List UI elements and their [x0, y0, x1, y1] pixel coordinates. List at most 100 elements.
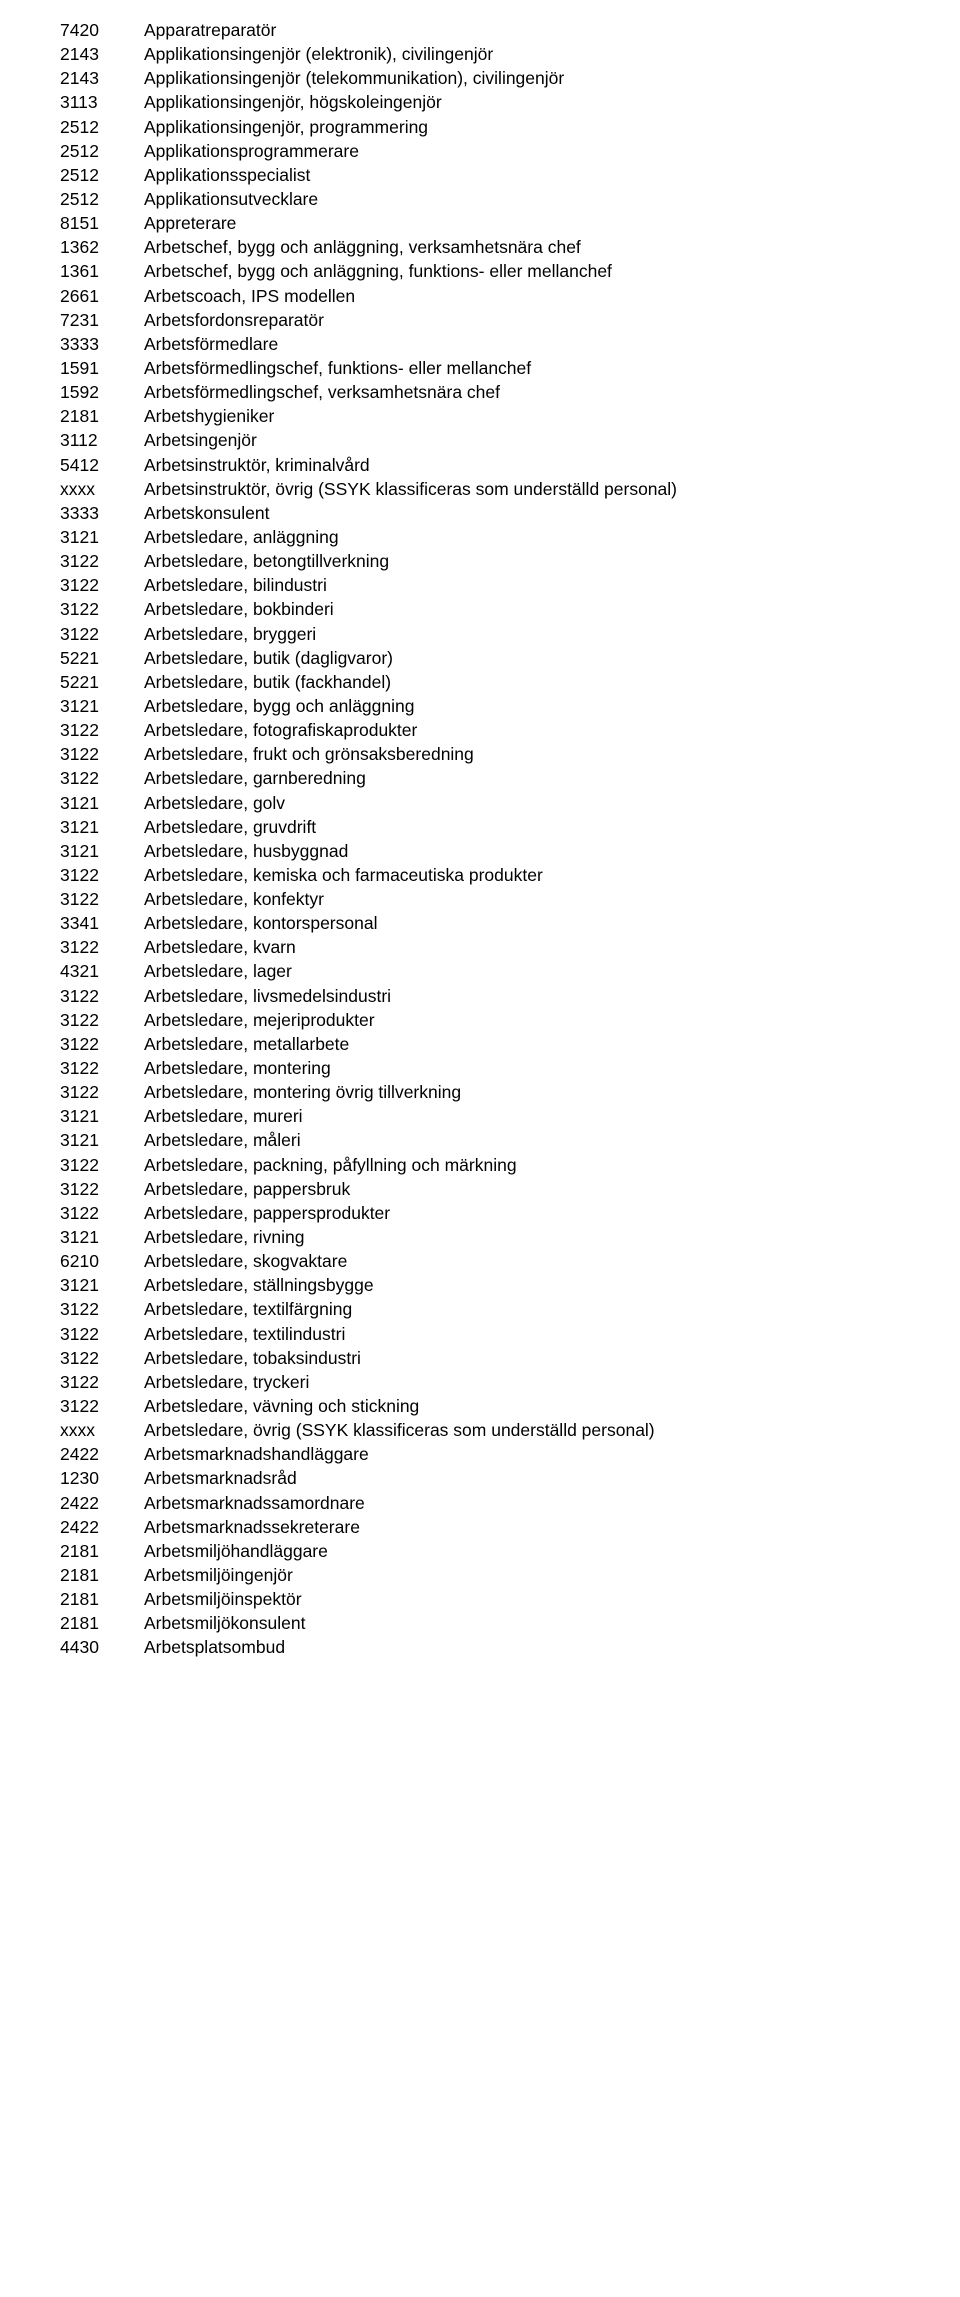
table-row: 3113Applikationsingenjör, högskoleingenj… — [60, 90, 960, 114]
occupation-title: Arbetsledare, metallarbete — [144, 1032, 960, 1056]
occupation-code: 3333 — [60, 332, 144, 356]
occupation-title: Applikationsingenjör (telekommunikation)… — [144, 66, 960, 90]
table-row: 3122Arbetsledare, fotografiskaprodukter — [60, 718, 960, 742]
occupation-code: 3122 — [60, 766, 144, 790]
occupation-code: 3341 — [60, 911, 144, 935]
occupation-code: 2512 — [60, 163, 144, 187]
occupation-code: 3121 — [60, 839, 144, 863]
occupation-title: Arbetsmarknadsråd — [144, 1466, 960, 1490]
occupation-title: Arbetsfordonsreparatör — [144, 308, 960, 332]
table-row: 3122Arbetsledare, metallarbete — [60, 1032, 960, 1056]
table-row: 2422Arbetsmarknadssamordnare — [60, 1491, 960, 1515]
occupation-code: 3122 — [60, 1056, 144, 1080]
occupation-title: Arbetsingenjör — [144, 428, 960, 452]
table-row: 1591Arbetsförmedlingschef, funktions- el… — [60, 356, 960, 380]
occupation-code: 3121 — [60, 1128, 144, 1152]
table-row: 2181Arbetsmiljöingenjör — [60, 1563, 960, 1587]
table-row: 6210Arbetsledare, skogvaktare — [60, 1249, 960, 1273]
occupation-code: 3122 — [60, 1201, 144, 1225]
table-row: 3122Arbetsledare, frukt och grönsaksbere… — [60, 742, 960, 766]
occupation-title: Arbetsledare, anläggning — [144, 525, 960, 549]
occupation-code: 3122 — [60, 1297, 144, 1321]
occupation-title: Arbetsledare, skogvaktare — [144, 1249, 960, 1273]
occupation-code: 1362 — [60, 235, 144, 259]
occupation-title: Applikationsutvecklare — [144, 187, 960, 211]
table-row: 3333Arbetskonsulent — [60, 501, 960, 525]
table-row: 3122Arbetsledare, montering övrig tillve… — [60, 1080, 960, 1104]
occupation-title: Arbetsledare, kvarn — [144, 935, 960, 959]
occupation-title: Applikationsprogrammerare — [144, 139, 960, 163]
table-row: 3122Arbetsledare, bryggeri — [60, 622, 960, 646]
occupation-title: Applikationsingenjör, högskoleingenjör — [144, 90, 960, 114]
occupation-code: 3121 — [60, 815, 144, 839]
occupation-title: Arbetsledare, garnberedning — [144, 766, 960, 790]
occupation-title: Arbetsledare, bilindustri — [144, 573, 960, 597]
occupation-title: Arbetsledare, mureri — [144, 1104, 960, 1128]
occupation-code: 2512 — [60, 115, 144, 139]
table-row: 2422Arbetsmarknadssekreterare — [60, 1515, 960, 1539]
table-row: 3122Arbetsledare, vävning och stickning — [60, 1394, 960, 1418]
table-row: 3122Arbetsledare, kemiska och farmaceuti… — [60, 863, 960, 887]
table-row: 2512Applikationsspecialist — [60, 163, 960, 187]
occupation-title: Arbetskonsulent — [144, 501, 960, 525]
occupation-code: 3121 — [60, 1225, 144, 1249]
occupation-code: 7231 — [60, 308, 144, 332]
occupation-title: Arbetsledare, butik (dagligvaror) — [144, 646, 960, 670]
occupation-code: 3122 — [60, 1394, 144, 1418]
occupation-title: Arbetsledare, ställningsbygge — [144, 1273, 960, 1297]
table-row: 3122Arbetsledare, konfektyr — [60, 887, 960, 911]
occupation-code: 5221 — [60, 646, 144, 670]
occupation-code: 2181 — [60, 1587, 144, 1611]
table-row: 3122Arbetsledare, tobaksindustri — [60, 1346, 960, 1370]
table-row: 2512Applikationsprogrammerare — [60, 139, 960, 163]
occupation-title: Arbetsledare, konfektyr — [144, 887, 960, 911]
occupation-code: 3122 — [60, 1322, 144, 1346]
table-row: xxxxArbetsledare, övrig (SSYK klassifice… — [60, 1418, 960, 1442]
table-row: 4430Arbetsplatsombud — [60, 1635, 960, 1659]
occupation-code: 3122 — [60, 887, 144, 911]
occupation-code: 3122 — [60, 742, 144, 766]
occupation-code: 3122 — [60, 1177, 144, 1201]
occupation-title: Arbetsplatsombud — [144, 1635, 960, 1659]
table-row: 3122Arbetsledare, textilfärgning — [60, 1297, 960, 1321]
occupation-title: Arbetsledare, vävning och stickning — [144, 1394, 960, 1418]
occupation-title: Arbetsledare, tryckeri — [144, 1370, 960, 1394]
occupation-code: 3121 — [60, 791, 144, 815]
occupation-title: Applikationsingenjör, programmering — [144, 115, 960, 139]
occupation-code: 3122 — [60, 1153, 144, 1177]
occupation-title: Arbetsledare, mejeriprodukter — [144, 1008, 960, 1032]
table-row: 2181Arbetsmiljöinspektör — [60, 1587, 960, 1611]
occupation-title: Apparatreparatör — [144, 18, 960, 42]
occupation-code: 4321 — [60, 959, 144, 983]
occupation-code: 1230 — [60, 1466, 144, 1490]
table-row: 2143Applikationsingenjör (telekommunikat… — [60, 66, 960, 90]
occupation-code: 2143 — [60, 66, 144, 90]
occupation-title: Arbetsförmedlingschef, verksamhetsnära c… — [144, 380, 960, 404]
occupation-title: Arbetsmiljöinspektör — [144, 1587, 960, 1611]
occupation-code: 3122 — [60, 597, 144, 621]
occupation-title: Arbetsmiljöhandläggare — [144, 1539, 960, 1563]
table-row: 3122Arbetsledare, mejeriprodukter — [60, 1008, 960, 1032]
table-row: 4321Arbetsledare, lager — [60, 959, 960, 983]
occupation-code: 7420 — [60, 18, 144, 42]
occupation-title: Arbetsmiljökonsulent — [144, 1611, 960, 1635]
table-row: 3122Arbetsledare, montering — [60, 1056, 960, 1080]
table-row: 3122Arbetsledare, garnberedning — [60, 766, 960, 790]
table-row: 2181Arbetsmiljöhandläggare — [60, 1539, 960, 1563]
occupation-code: 3122 — [60, 1080, 144, 1104]
occupation-title: Arbetsledare, pappersbruk — [144, 1177, 960, 1201]
occupation-code: 6210 — [60, 1249, 144, 1273]
table-row: 8151Appreterare — [60, 211, 960, 235]
occupation-title: Arbetsledare, lager — [144, 959, 960, 983]
occupation-code: 1361 — [60, 259, 144, 283]
occupation-code: 2512 — [60, 187, 144, 211]
table-row: 3122Arbetsledare, packning, påfyllning o… — [60, 1153, 960, 1177]
occupation-code: 2422 — [60, 1515, 144, 1539]
occupation-code: 3112 — [60, 428, 144, 452]
occupation-title: Arbetsledare, pappersprodukter — [144, 1201, 960, 1225]
occupation-title: Arbetsledare, montering övrig tillverkni… — [144, 1080, 960, 1104]
occupation-title: Arbetsförmedlare — [144, 332, 960, 356]
occupation-title: Arbetsledare, husbyggnad — [144, 839, 960, 863]
occupation-code: 2143 — [60, 42, 144, 66]
occupation-code: 3113 — [60, 90, 144, 114]
